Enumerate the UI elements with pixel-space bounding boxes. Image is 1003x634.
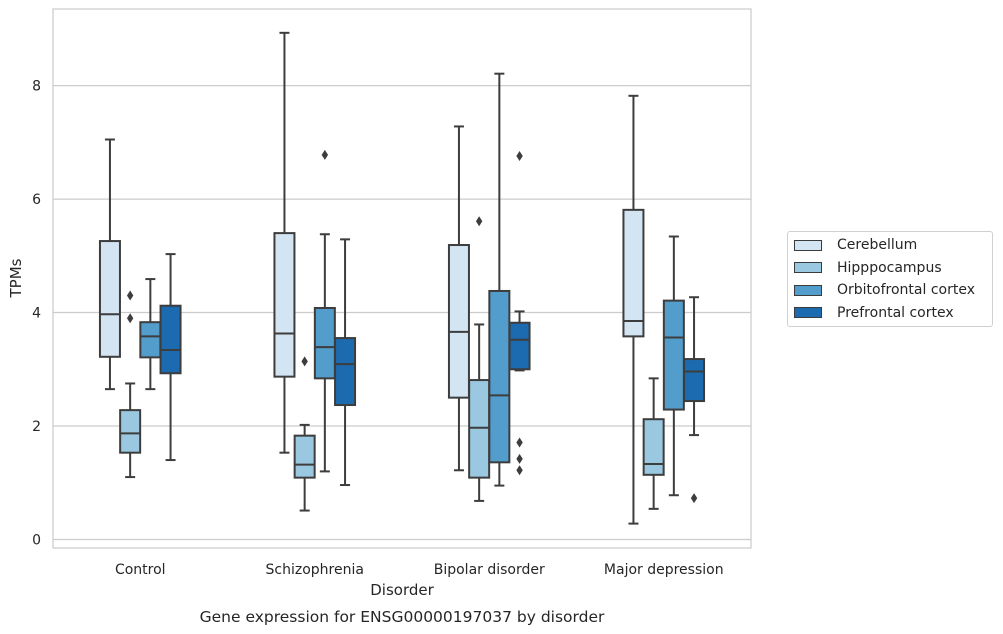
box: [293, 356, 316, 512]
legend-label: Cerebellum: [837, 237, 918, 253]
legend-label: Orbitofrontal cortex: [837, 282, 975, 298]
plot-frame: [52, 8, 752, 549]
x-tick-label: Schizophrenia: [266, 562, 364, 578]
outlier-point: [475, 216, 483, 227]
box: [273, 31, 296, 454]
legend-item: Cerebellum: [794, 236, 917, 254]
legend-item: Orbitofrontal cortex: [794, 281, 975, 299]
box-body: [683, 358, 706, 403]
box: [468, 216, 491, 502]
box: [447, 125, 470, 472]
box: [622, 94, 645, 525]
box: [642, 377, 665, 510]
series-hipppocampus: [119, 216, 665, 512]
legend-swatch: [794, 262, 822, 273]
legend: Cerebellum Hipppocampus Orbitofrontal cort…: [787, 231, 993, 327]
x-tick-label: Bipolar disorder: [434, 562, 545, 578]
box: [159, 253, 182, 462]
box-body: [488, 289, 511, 464]
box-body: [98, 240, 121, 358]
box-body: [642, 418, 665, 476]
y-tick-label: 4: [32, 306, 41, 322]
legend-item: Hipppocampus: [794, 259, 942, 277]
box: [334, 238, 357, 487]
x-tick-labels: Control Schizophrenia Bipolar disorder Majo…: [115, 562, 724, 578]
series-cerebellum: [98, 31, 645, 525]
box-body: [622, 208, 645, 338]
legend-swatch: [794, 307, 822, 318]
chart-title: Gene expression for ENSG00000197037 by d…: [200, 608, 605, 626]
box: [662, 235, 685, 497]
series-orbitofrontal-cortex: [139, 72, 685, 497]
outlier-point: [516, 150, 523, 161]
box-body: [159, 304, 182, 375]
outlier-point: [690, 493, 698, 504]
box-body: [508, 321, 531, 371]
box: [508, 150, 531, 476]
outlier-point: [516, 453, 523, 464]
box-body: [119, 409, 142, 454]
box: [488, 72, 511, 487]
outlier-point: [126, 290, 134, 301]
box: [139, 278, 162, 391]
box-body: [334, 337, 357, 407]
y-tick-labels: 0 2 4 6 8: [32, 79, 41, 549]
x-tick-label: Control: [115, 562, 166, 578]
series-prefrontal-cortex: [159, 150, 706, 504]
y-tick-label: 8: [32, 79, 41, 95]
box: [683, 296, 706, 504]
box: [313, 149, 336, 473]
outlier-point: [516, 465, 523, 476]
box-series: [98, 31, 706, 525]
y-tick-label: 2: [32, 419, 41, 435]
box-body: [139, 321, 162, 359]
legend-swatch: [794, 239, 822, 251]
outlier-point: [126, 313, 134, 324]
box: [119, 290, 142, 479]
box-body: [447, 244, 470, 399]
outlier-point: [516, 437, 523, 448]
outlier-point: [301, 356, 308, 367]
y-axis-label: TPMs: [7, 258, 25, 298]
y-tick-label: 6: [32, 192, 41, 208]
legend-swatch: [794, 284, 822, 296]
x-axis-label: Disorder: [370, 581, 434, 599]
box: [98, 138, 121, 391]
legend-label: Prefrontal cortex: [837, 304, 954, 321]
box-body: [313, 307, 336, 380]
legend-label: Hipppocampus: [837, 259, 942, 276]
y-tick-label: 0: [32, 532, 41, 548]
box-body: [662, 299, 685, 411]
box-body: [273, 232, 296, 378]
box-body: [293, 434, 316, 479]
outlier-point: [321, 149, 329, 160]
x-tick-label: Major depression: [604, 562, 724, 578]
legend-item: Prefrontal cortex: [794, 304, 954, 322]
box-body: [468, 379, 491, 479]
